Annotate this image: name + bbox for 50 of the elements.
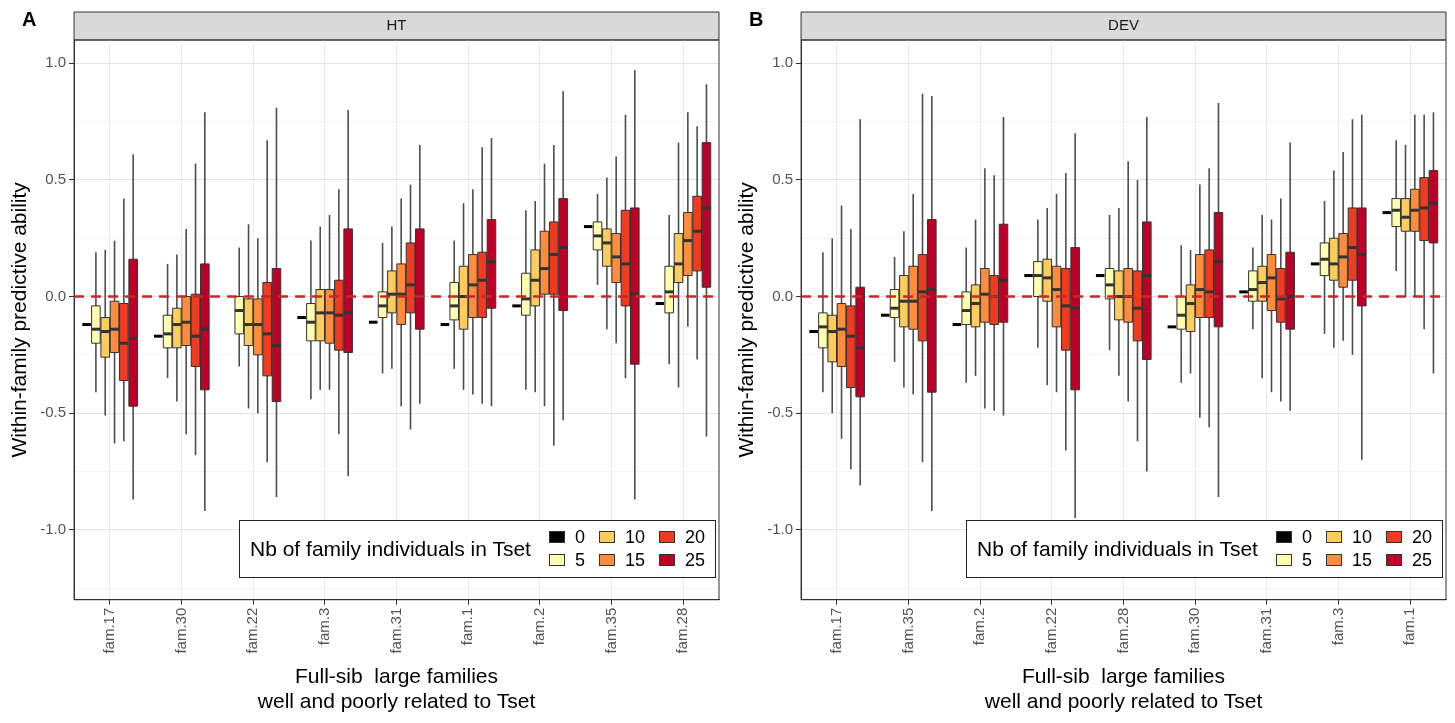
y-tick-label: 0.5 — [772, 170, 794, 188]
y-tick-label: -0.5 — [767, 403, 794, 421]
x-tick-label: fam.1 — [458, 607, 476, 646]
y-tick-label: 1.0 — [772, 53, 794, 71]
x-tick-label: fam.35 — [898, 607, 916, 654]
x-tick-label: fam.1 — [1400, 607, 1418, 646]
legend-label: 20 — [684, 526, 705, 548]
legend-label: 15 — [624, 549, 645, 571]
x-tick-label: fam.3 — [315, 607, 332, 646]
y-tick-label: -0.5 — [40, 403, 67, 421]
legend-label: 25 — [684, 549, 705, 571]
x-tick-label: fam.28 — [1113, 607, 1131, 654]
chart-title: HT — [386, 16, 407, 34]
chart-title: DEV — [1108, 16, 1139, 34]
y-tick-label: 1.0 — [45, 53, 67, 71]
text: A — [22, 7, 37, 30]
legend-label: 15 — [1351, 549, 1372, 571]
legend-label: 5 — [1301, 549, 1312, 571]
legend-label: 10 — [624, 526, 645, 548]
x-axis-title: Full-sib large families well and poorly related to Tset — [983, 664, 1263, 713]
x-tick-label: fam.28 — [673, 607, 691, 654]
x-axis-title: Full-sib large families well and poorly related to Tset — [256, 664, 536, 713]
text: B — [749, 7, 764, 30]
legend-title: Nb of family individuals in Tset — [250, 536, 531, 561]
y-axis-title: Within-family predictive ability — [7, 181, 31, 458]
y-tick-label: 0.0 — [45, 286, 67, 304]
x-tick-label: fam.22 — [243, 607, 261, 654]
legend-label: 20 — [1411, 526, 1432, 548]
y-tick-label: -1.0 — [767, 519, 794, 537]
x-tick-label: fam.31 — [1256, 607, 1274, 654]
legend-label: 0 — [574, 526, 585, 548]
x-tick-label: fam.17 — [100, 607, 118, 654]
legend-label: 5 — [574, 549, 585, 571]
y-tick-label: 0.5 — [45, 170, 67, 188]
x-tick-label: fam.31 — [386, 607, 404, 654]
y-tick-label: -1.0 — [40, 519, 67, 537]
x-tick-label: fam.30 — [1185, 607, 1203, 654]
x-tick-label: fam.17 — [827, 607, 845, 654]
legend-label: 25 — [1411, 549, 1432, 571]
x-tick-label: fam.22 — [1042, 607, 1059, 654]
y-axis-title: Within-family predictive ability — [734, 181, 758, 458]
x-tick-label: fam.35 — [601, 607, 619, 654]
legend-label: 10 — [1351, 526, 1372, 548]
y-tick-label: 0.0 — [772, 286, 794, 304]
x-tick-label: fam.2 — [970, 607, 988, 646]
x-tick-label: fam.30 — [171, 607, 189, 654]
x-tick-label: fam.2 — [529, 607, 547, 646]
legend-label: 0 — [1301, 526, 1312, 548]
x-tick-label: fam.3 — [1328, 607, 1346, 646]
legend-title: Nb of family individuals in Tset — [977, 536, 1258, 561]
